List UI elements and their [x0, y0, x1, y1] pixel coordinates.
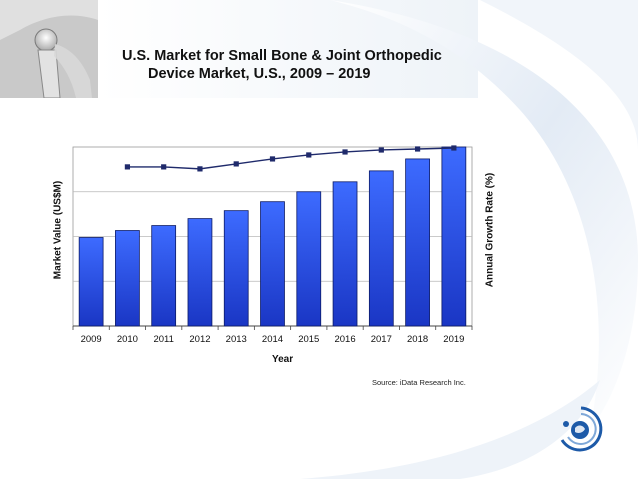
title-line-1: U.S. Market for Small Bone & Joint Ortho…: [122, 48, 442, 64]
growth-point: [197, 166, 203, 172]
growth-point: [161, 164, 167, 170]
bar-2012: [187, 218, 213, 327]
growth-point: [451, 145, 457, 151]
growth-rate-line: [127, 147, 454, 170]
growth-point: [269, 156, 276, 162]
x-tick-label: 2009: [81, 334, 102, 345]
idata-logo-icon: [560, 406, 603, 452]
bar-2013: [223, 210, 249, 327]
growth-point: [306, 152, 312, 158]
x-axis-label: Year: [272, 354, 294, 365]
bar-2017: [368, 170, 394, 327]
growth-point: [378, 147, 384, 153]
growth-point: [414, 146, 421, 152]
x-tick-label: 2013: [226, 334, 247, 345]
x-tick-label: 2011: [153, 334, 173, 345]
header-band: [98, 0, 478, 98]
bar-2014: [260, 201, 285, 327]
bar-2011: [151, 225, 177, 327]
x-tick-label: 2019: [443, 334, 464, 345]
bar-2019: [441, 146, 467, 327]
x-tick-label: 2016: [334, 334, 355, 345]
title-line-2: Device Market, U.S., 2009 – 2019: [148, 66, 371, 82]
page-title: U.S. Market for Small Bone & Joint Ortho…: [122, 47, 442, 83]
x-tick-label: 2012: [189, 334, 210, 345]
x-tick-label: 2014: [262, 334, 283, 345]
bar-2018: [405, 158, 430, 327]
source-note: Source: iData Research Inc.: [372, 378, 466, 387]
bar-2010: [115, 230, 140, 327]
bar-2016: [332, 181, 358, 327]
y-axis-label-right: Annual Growth Rate (%): [484, 172, 496, 288]
x-tick-label: 2010: [117, 334, 138, 345]
x-tick-label: 2018: [407, 334, 428, 345]
x-tick-label: 2017: [371, 334, 392, 345]
growth-point: [342, 149, 348, 155]
bar-2015: [296, 191, 322, 327]
y-axis-label-left: Market Value (US$M): [52, 180, 64, 280]
hip-implant-image: [0, 0, 98, 98]
bar-2009: [78, 237, 104, 327]
x-tick-label: 2015: [298, 334, 319, 345]
growth-point: [233, 161, 239, 167]
growth-point: [124, 164, 131, 170]
